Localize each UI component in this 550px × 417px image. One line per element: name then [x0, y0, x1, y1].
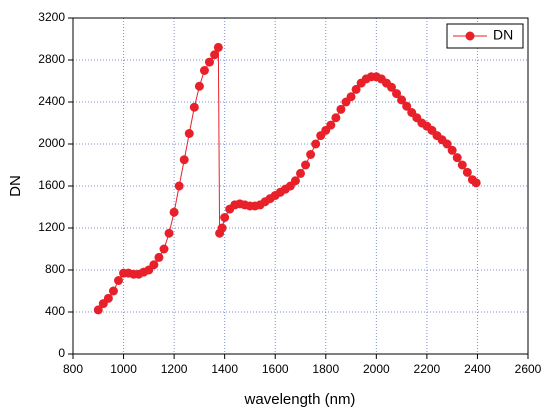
data-point — [179, 155, 189, 165]
data-point — [387, 82, 396, 92]
y-tick-label: 2800 — [38, 52, 65, 66]
x-tick-label: 1600 — [262, 362, 289, 376]
data-point — [311, 139, 321, 149]
y-tick-label: 400 — [45, 304, 65, 318]
x-axis-label: wavelength (nm) — [244, 391, 356, 408]
y-tick-label: 1200 — [38, 220, 65, 234]
data-point — [351, 84, 361, 94]
data-point — [346, 92, 356, 102]
data-point — [189, 102, 199, 112]
x-tick-label: 800 — [63, 362, 83, 376]
data-point — [103, 293, 113, 303]
data-point — [220, 213, 230, 222]
data-point — [331, 113, 341, 123]
data-point — [159, 244, 169, 254]
x-tick-label: 2600 — [515, 362, 542, 376]
y-axis-label: DN — [7, 175, 24, 197]
data-point — [447, 145, 457, 155]
x-tick-label: 2200 — [414, 362, 441, 376]
data-point — [462, 167, 472, 177]
series-line — [97, 47, 477, 311]
data-point — [169, 207, 179, 217]
y-tick-label: 3200 — [38, 10, 65, 24]
data-point — [217, 223, 227, 233]
data-point — [296, 168, 305, 178]
data-point — [442, 139, 452, 149]
data-point — [402, 101, 412, 111]
data-point — [213, 42, 223, 52]
x-tick-label: 2400 — [464, 362, 491, 376]
data-point — [108, 286, 118, 296]
y-tick-label: 1600 — [38, 178, 65, 192]
y-tick-label: 2400 — [38, 94, 65, 108]
data-point — [326, 120, 336, 130]
x-tick-label: 1200 — [161, 362, 188, 376]
data-point — [306, 150, 316, 159]
data-point — [301, 160, 311, 170]
data-point — [205, 57, 214, 67]
data-point — [457, 160, 467, 170]
y-tick-label: 0 — [58, 346, 65, 360]
data-point — [392, 89, 402, 99]
x-tick-label: 1000 — [110, 362, 137, 376]
data-point — [184, 129, 194, 138]
data-point — [114, 276, 123, 285]
data-point — [290, 176, 300, 186]
data-point — [397, 95, 407, 105]
data-point — [452, 153, 462, 163]
legend-marker — [465, 31, 475, 41]
data-point — [199, 66, 209, 75]
x-tick-label: 1800 — [312, 362, 339, 376]
y-tick-label: 800 — [45, 262, 65, 276]
plot-frame — [72, 17, 529, 355]
data-point — [164, 228, 174, 238]
legend-label: DN — [493, 27, 513, 43]
data-point — [336, 104, 346, 114]
data-point — [471, 178, 481, 188]
x-tick-label: 2000 — [363, 362, 390, 376]
data-point — [149, 260, 159, 270]
data-point — [154, 252, 164, 262]
y-tick-label: 2000 — [38, 136, 65, 150]
data-point — [93, 305, 103, 315]
data-point — [174, 181, 184, 191]
data-point — [210, 50, 220, 60]
data-point — [194, 81, 204, 91]
x-tick-label: 1400 — [211, 362, 238, 376]
